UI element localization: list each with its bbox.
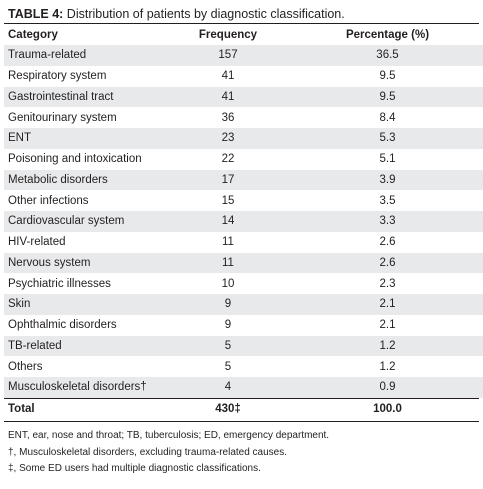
- cell-frequency: 157: [164, 45, 292, 66]
- table-row: Genitourinary system 36 8.4: [4, 107, 483, 128]
- total-row: Total 430‡ 100.0: [4, 398, 483, 420]
- cell-frequency: 11: [222, 236, 234, 249]
- cell-percentage: 0.9: [292, 377, 483, 398]
- cell-percentage: 2.1: [379, 319, 396, 332]
- diagnostic-table: Category Frequency Percentage (%) Trauma…: [4, 24, 483, 420]
- cell-percentage: 3.3: [292, 211, 483, 232]
- header-percentage: Percentage (%): [345, 28, 430, 41]
- cell-category: Psychiatric illnesses: [8, 277, 111, 290]
- table-row: Others 5 1.2: [4, 356, 483, 377]
- table-row: Ophthalmic disorders 9 2.1: [4, 315, 483, 336]
- table-row: Skin 9 2.1: [4, 294, 483, 315]
- cell-percentage: 8.4: [379, 111, 396, 124]
- cell-category: Respiratory system: [8, 70, 107, 83]
- cell-category: ENT: [4, 128, 164, 149]
- table-row: HIV-related 11 2.6: [4, 232, 483, 253]
- header-row: Category Frequency Percentage (%): [4, 24, 483, 45]
- bottom-rule: [4, 421, 479, 422]
- total-label: Total: [8, 402, 35, 415]
- cell-category: Ophthalmic disorders: [8, 319, 117, 332]
- cell-percentage: 3.9: [292, 169, 483, 191]
- footnote-abbreviations: ENT, ear, nose and throat; TB, tuberculo…: [8, 430, 330, 441]
- table-row: ENT 23 5.3: [4, 128, 483, 149]
- cell-category: Others: [8, 360, 43, 373]
- cell-percentage: 9.5: [379, 70, 396, 83]
- table-row: Metabolic disorders 17 3.9: [4, 169, 483, 191]
- cell-frequency: 41: [164, 86, 292, 108]
- cell-percentage: 2.6: [292, 252, 483, 274]
- table-row: Cardiovascular system 14 3.3: [4, 211, 483, 232]
- cell-frequency: 22: [221, 153, 235, 166]
- cell-frequency: 15: [221, 194, 235, 207]
- cell-percentage: 1.2: [292, 335, 483, 357]
- cell-percentage: 1.2: [379, 360, 396, 373]
- table-row: Psychiatric illnesses 10 2.3: [4, 273, 483, 294]
- cell-percentage: 3.5: [379, 194, 396, 207]
- caption-text: Distribution of patients by diagnostic c…: [63, 7, 345, 21]
- cell-frequency: 17: [164, 169, 292, 191]
- cell-percentage: 5.3: [292, 128, 483, 149]
- footnote-dagger: †, Musculoskeletal disorders, excluding …: [8, 446, 288, 458]
- total-rule: [4, 398, 479, 399]
- total-percentage: 100.0: [373, 402, 402, 415]
- cell-frequency: 5: [224, 360, 232, 373]
- cell-frequency: 5: [164, 335, 292, 357]
- footnote-double-dagger: ‡, Some ED users had multiple diagnostic…: [8, 463, 261, 474]
- cell-category: Cardiovascular system: [4, 211, 164, 232]
- cell-frequency: 9: [164, 294, 292, 315]
- cell-frequency: 11: [164, 252, 292, 274]
- table-row: Nervous system 11 2.6: [4, 252, 483, 274]
- table-caption: TABLE 4: Distribution of patients by dia…: [8, 6, 345, 22]
- footnotes: ENT, ear, nose and throat; TB, tuberculo…: [8, 428, 329, 478]
- cell-percentage: 2.3: [379, 277, 396, 290]
- table-row: Musculoskeletal disorders† 4 0.9: [4, 377, 483, 398]
- cell-frequency: 10: [221, 277, 235, 290]
- cell-category: HIV-related: [8, 236, 66, 249]
- table-row: Poisoning and intoxication 22 5.1: [4, 149, 483, 170]
- header-frequency: Frequency: [198, 28, 258, 41]
- cell-percentage: 9.5: [292, 86, 483, 108]
- cell-frequency: 14: [164, 211, 292, 232]
- cell-category: Musculoskeletal disorders†: [4, 377, 164, 398]
- cell-percentage: 2.1: [292, 294, 483, 315]
- top-rule: [4, 23, 479, 24]
- cell-frequency: 23: [164, 128, 292, 149]
- cell-frequency: 41: [221, 70, 235, 83]
- cell-category: Other infections: [8, 194, 89, 207]
- cell-category: TB-related: [4, 335, 164, 357]
- cell-frequency: 4: [164, 377, 292, 398]
- caption-label: TABLE 4:: [8, 7, 64, 21]
- table-row: TB-related 5 1.2: [4, 335, 483, 357]
- header-category: Category: [8, 28, 58, 41]
- cell-frequency: 36: [221, 111, 235, 124]
- table-row: Trauma-related 157 36.5: [4, 45, 483, 66]
- cell-category: Trauma-related: [4, 45, 164, 66]
- cell-percentage: 36.5: [292, 45, 483, 66]
- total-frequency: 430‡: [215, 402, 241, 415]
- cell-category: Poisoning and intoxication: [8, 153, 142, 166]
- cell-category: Gastrointestinal tract: [4, 86, 164, 108]
- table-row: Respiratory system 41 9.5: [4, 66, 483, 87]
- cell-frequency: 9: [224, 319, 232, 332]
- cell-category: Nervous system: [4, 252, 164, 274]
- cell-category: Skin: [4, 294, 164, 315]
- cell-percentage: 2.6: [379, 236, 396, 249]
- cell-percentage: 5.1: [379, 153, 396, 166]
- table-row: Other infections 15 3.5: [4, 190, 483, 211]
- cell-category: Genitourinary system: [8, 111, 117, 124]
- table-row: Gastrointestinal tract 41 9.5: [4, 86, 483, 108]
- cell-category: Metabolic disorders: [4, 169, 164, 191]
